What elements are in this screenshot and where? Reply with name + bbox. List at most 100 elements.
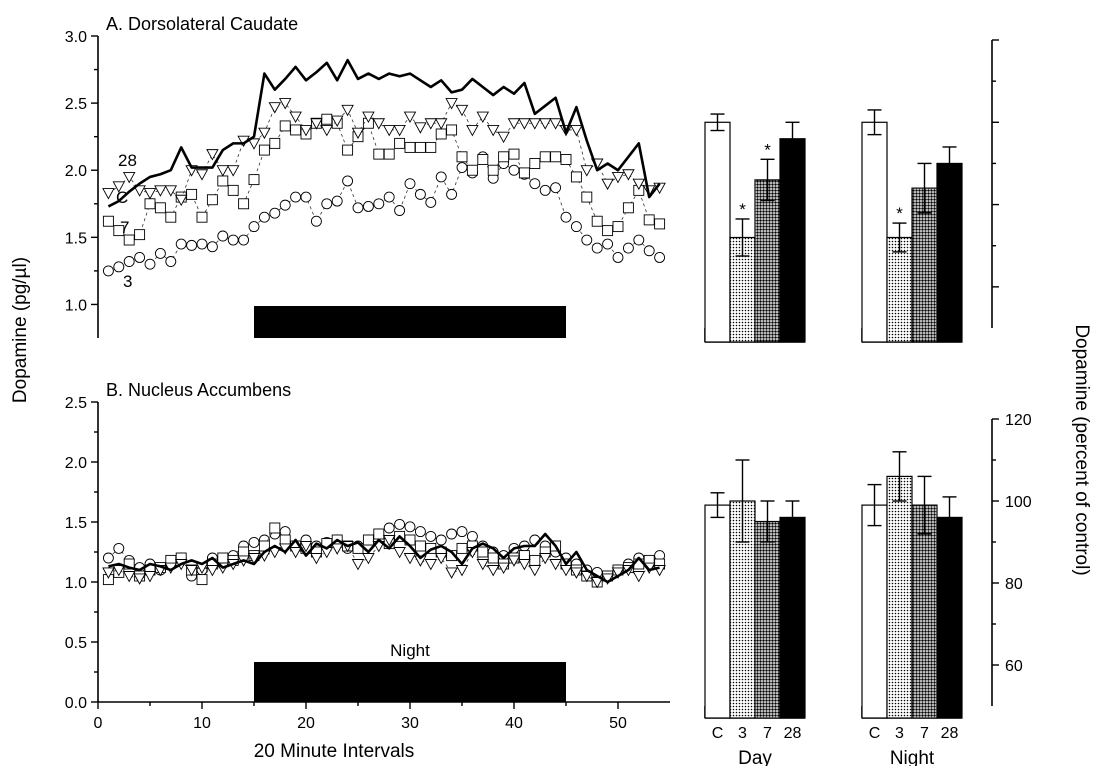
- panel-a-night-bars: *: [861, 39, 999, 343]
- series-3-point: [113, 261, 125, 273]
- series-28-point: [341, 104, 354, 117]
- series-3-point: [435, 171, 447, 183]
- series-7-point: [154, 202, 166, 214]
- series-7-point: [518, 167, 530, 179]
- series-28-point: [601, 573, 614, 585]
- series-28-point: [289, 547, 302, 559]
- bar-28: [779, 138, 806, 343]
- bar-group-label: Day: [738, 748, 772, 766]
- series-7-point: [279, 120, 291, 132]
- series-3-point: [466, 530, 478, 542]
- series-28-point: [247, 138, 261, 150]
- series-3-point: [362, 201, 374, 212]
- significance-marker: *: [896, 204, 903, 223]
- category-label: 28: [784, 725, 802, 742]
- series-28-point: [268, 102, 282, 114]
- series-28-point: [112, 181, 126, 193]
- series-28-point: [486, 125, 500, 137]
- series-28-point: [528, 118, 542, 130]
- series-7-point: [196, 211, 208, 223]
- series-3-point: [154, 247, 166, 259]
- series-28-point: [206, 149, 219, 161]
- category-label: 3: [738, 725, 747, 742]
- significance-marker: *: [764, 140, 771, 159]
- series-28-point: [382, 535, 396, 547]
- series-3-point: [425, 196, 437, 208]
- series-3-point: [414, 188, 426, 200]
- series-28-point: [102, 567, 115, 579]
- series-3-point: [186, 239, 198, 251]
- series-3-point: [269, 207, 281, 219]
- series-7-point: [508, 148, 520, 160]
- series-3-point: [622, 242, 634, 254]
- x-tick-label: 20: [297, 715, 315, 732]
- series-3-point: [602, 238, 614, 250]
- series-label: 3: [123, 272, 132, 291]
- series-7-point: [466, 164, 478, 176]
- series-3-point: [654, 252, 666, 263]
- series-3-point: [394, 518, 406, 530]
- series-28-point: [570, 567, 583, 579]
- bar-group-label: Night: [890, 748, 935, 766]
- series-3-point: [102, 552, 114, 564]
- series-28-point: [216, 165, 230, 177]
- series-label: 7: [120, 218, 129, 237]
- series-7-point: [165, 211, 177, 223]
- series-3-point: [238, 234, 250, 246]
- series-7-point: [622, 202, 634, 214]
- series-3-point: [404, 521, 416, 533]
- x-tick-label: 40: [505, 715, 523, 732]
- series-3-point: [113, 542, 125, 554]
- series-label: 28: [118, 151, 137, 170]
- series-3-point: [508, 164, 520, 176]
- series-28-point: [632, 178, 646, 191]
- bar-7: [754, 520, 781, 719]
- series-28-point: [206, 565, 219, 577]
- series-28-point: [497, 131, 510, 144]
- series-7-point: [258, 144, 270, 156]
- series-28-point: [434, 118, 448, 130]
- y-tick-label: 1.0: [65, 575, 87, 592]
- right-y-tick-label: 100: [1005, 494, 1032, 511]
- series-28-point: [403, 553, 417, 565]
- series-28-point: [549, 118, 562, 130]
- series-28-point: [486, 565, 500, 577]
- panel-title: A. Dorsolateral Caudate: [106, 14, 298, 34]
- series-3-point: [342, 175, 354, 187]
- series-28-point: [538, 553, 552, 565]
- bar-3: [886, 236, 913, 343]
- series-28-point: [476, 111, 490, 123]
- series-28-point: [393, 547, 406, 559]
- bar-28: [936, 162, 963, 343]
- series-3-point: [258, 211, 270, 223]
- series-3-point: [134, 252, 146, 263]
- series-7-point: [477, 154, 489, 165]
- series-3-point: [612, 252, 624, 263]
- series-28-point: [289, 111, 302, 123]
- series-3-point: [217, 230, 229, 242]
- series-28-point: [601, 178, 614, 191]
- series-28-point: [195, 169, 209, 181]
- significance-marker: *: [739, 200, 746, 219]
- series-28-point: [154, 185, 167, 197]
- x-axis-title: 20 Minute Intervals: [254, 741, 415, 762]
- series-28-point: [164, 185, 178, 197]
- series-7-point: [529, 158, 541, 169]
- category-label: 7: [763, 725, 772, 742]
- series-28-point: [185, 565, 198, 577]
- y-tick-label: 1.5: [65, 515, 87, 532]
- panel-title: B. Nucleus Accumbens: [106, 380, 291, 400]
- x-tick-label: 50: [609, 715, 627, 732]
- series-3-point: [248, 221, 260, 233]
- series-28-point: [143, 571, 157, 583]
- panel-b-line-chart: 0.0 0.5 1.0 1.5 2.0 2.5 0 10 20 30 40 50 B. Nucleus …: [65, 380, 670, 732]
- series-3-point: [456, 162, 468, 173]
- series-7-point: [227, 184, 239, 196]
- series-28-point: [445, 567, 458, 579]
- series-28-point: [122, 171, 136, 184]
- series-3-point: [550, 182, 562, 194]
- night-bar-label: Night: [390, 641, 430, 660]
- y-axis-title-right: Dopamine (percent of control): [1071, 324, 1092, 575]
- panel-a-day-bars: **: [704, 113, 806, 343]
- series-3-point: [352, 202, 364, 214]
